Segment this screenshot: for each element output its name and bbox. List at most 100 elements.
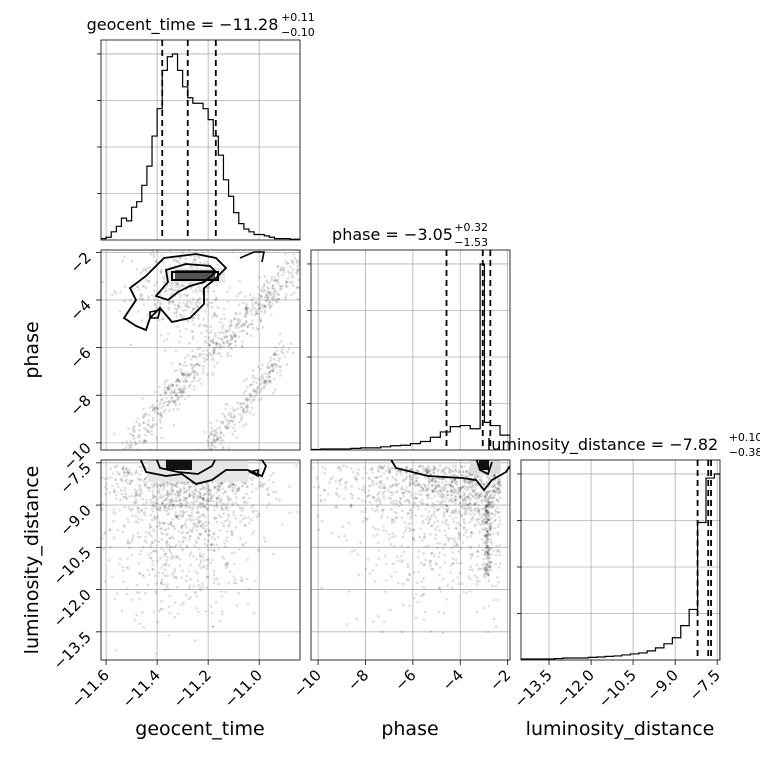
scatter-point [400,485,404,489]
scatter-point [125,566,128,569]
scatter-point [453,467,456,471]
scatter-point [141,285,145,288]
scatter-point [179,498,182,501]
scatter-point [388,468,392,471]
scatter-point [135,500,138,504]
scatter-point [202,324,206,327]
scatter-point [120,478,123,482]
scatter-point [121,569,125,572]
scatter-point [297,286,300,289]
title-phase: phase = −3.05 [332,225,453,244]
scatter-point [213,508,216,512]
scatter-point [485,533,488,537]
scatter-point [114,291,117,295]
scatter-point [382,508,385,511]
scatter-point [173,391,176,395]
scatter-point [210,306,214,309]
scatter-point [486,500,489,503]
scatter-point [381,486,385,490]
scatter-point [198,287,201,290]
scatter-point [472,495,475,498]
scatter-point [486,506,489,510]
scatter-point [289,281,292,285]
scatter-point [319,494,322,497]
scatter-point [159,483,162,487]
scatter-point [408,526,411,530]
scatter-point [264,380,268,383]
scatter-point [251,406,254,410]
scatter-point [395,479,398,482]
scatter-point [179,294,182,298]
scatter-point [192,555,195,558]
scatter-point [276,264,280,268]
scatter-point [418,465,422,468]
scatter-point [198,532,201,535]
scatter-point [142,407,145,411]
scatter-point [181,504,184,507]
scatter-point [193,492,197,496]
scatter-point [152,495,155,498]
scatter-point [283,355,287,358]
scatter-point [148,573,151,576]
scatter-point [174,496,178,500]
scatter-point [174,258,177,262]
scatter-point [317,485,321,489]
scatter-point [469,545,472,549]
scatter-point [123,489,127,493]
scatter-point [195,495,198,498]
scatter-point [163,583,166,586]
scatter-point [167,495,170,498]
contour-outer [122,253,228,332]
scatter-point [392,544,396,548]
scatter-point [215,438,219,441]
scatter-point [415,496,419,500]
scatter-point [380,479,384,483]
scatter-point [485,550,489,554]
scatter-point [183,511,186,514]
scatter-point [168,594,171,598]
scatter-point [254,377,257,380]
scatter-point [484,546,488,550]
scatter-point [465,512,468,515]
scatter-point [272,369,275,372]
scatter-point [167,388,170,391]
scatter-point [214,505,217,508]
scatter-point [152,255,156,259]
scatter-point [221,555,224,559]
scatter-point [150,556,153,560]
scatter-point [118,563,121,566]
scatter-point [487,514,491,517]
scatter-point [492,490,496,493]
scatter-point [145,314,149,317]
scatter-point [169,500,172,503]
scatter-point [487,478,491,481]
scatter-point [469,556,473,560]
scatter-point [451,464,455,468]
scatter-point [429,467,432,471]
scatter-point [475,519,479,522]
scatter-point [220,594,224,598]
scatter-point [184,505,188,509]
scatter-point [186,373,190,377]
scatter-point [336,465,340,468]
scatter-point [174,401,177,404]
scatter-point [431,567,435,571]
scatter-point [350,485,354,489]
scatter-point [220,497,223,501]
scatter-point [167,288,171,291]
scatter-point [272,357,276,361]
scatter-point [486,531,490,534]
scatter-point [226,339,229,342]
scatter-point [470,488,474,491]
scatter-point [498,477,502,481]
scatter-point [320,271,323,274]
scatter-point [158,385,161,389]
scatter-point [254,311,258,314]
scatter-point [454,495,458,498]
scatter-point [233,317,237,320]
scatter-point [306,477,309,480]
scatter-point [129,482,132,485]
scatter-point [485,539,489,543]
scatter-point [489,505,492,508]
scatter-point [498,522,501,526]
